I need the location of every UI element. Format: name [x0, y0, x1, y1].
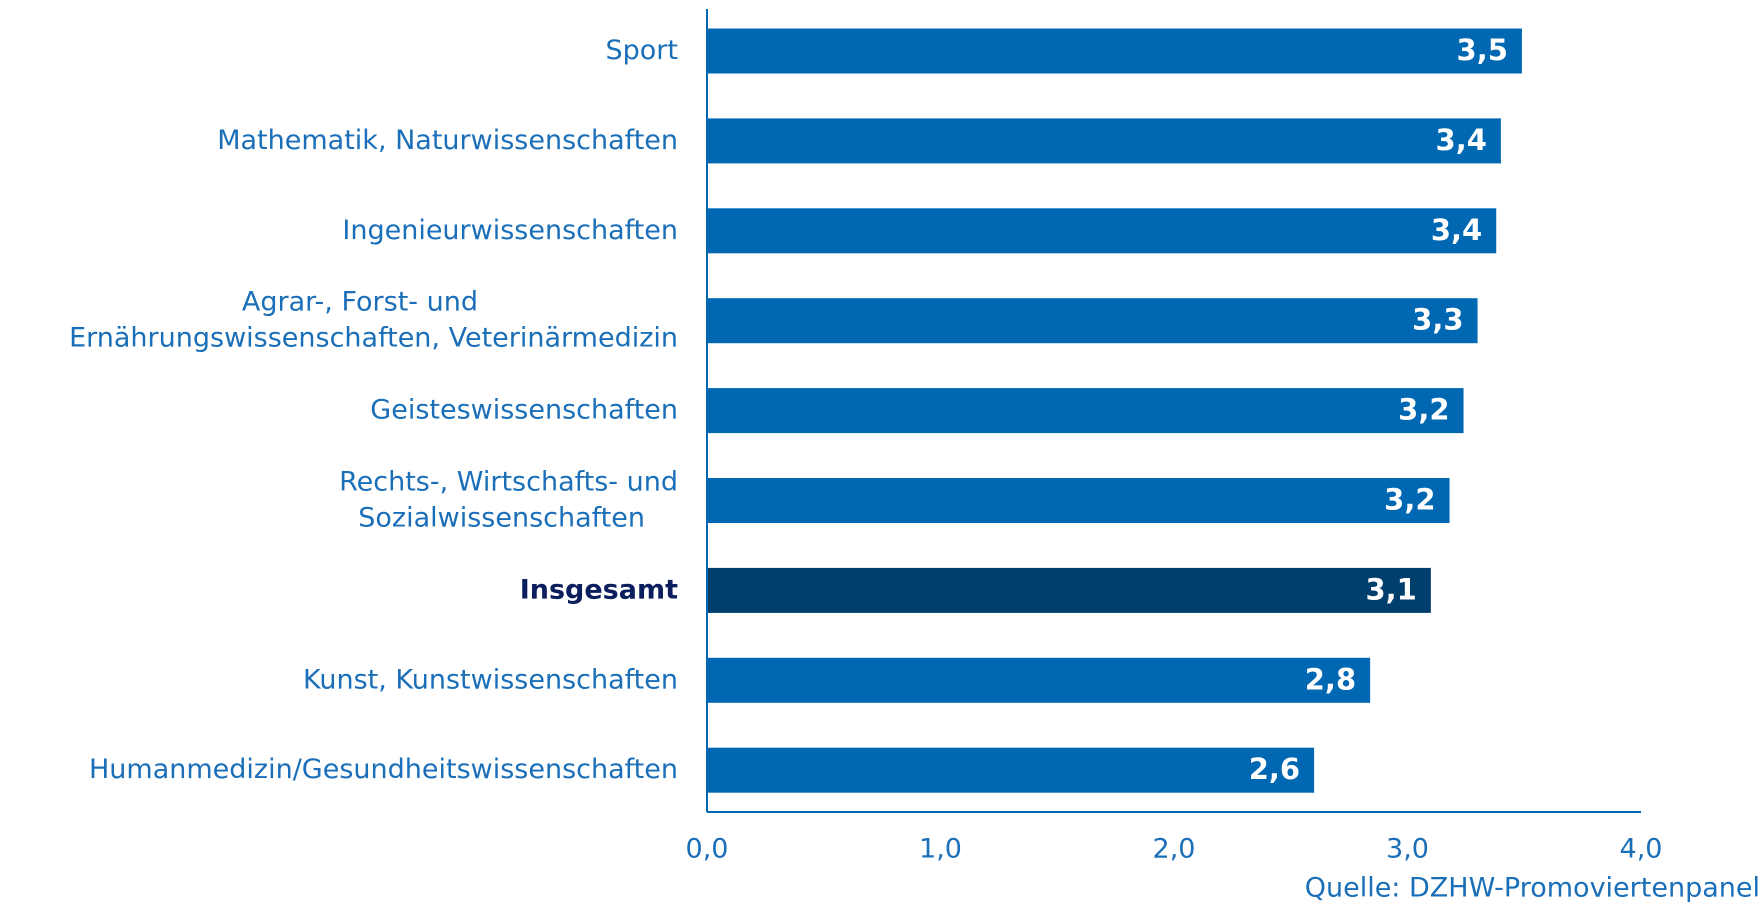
- bar: [707, 657, 1371, 703]
- x-tick-label: 3,0: [1386, 834, 1429, 865]
- value-label: 3,4: [1436, 123, 1487, 157]
- x-tick-label: 4,0: [1620, 834, 1663, 865]
- x-tick-label: 0,0: [686, 834, 729, 865]
- category-label: Mathematik, Naturwissenschaften: [217, 124, 678, 155]
- x-tick-label: 1,0: [919, 834, 962, 865]
- bar: [707, 208, 1497, 254]
- category-label-line: Sozialwissenschaften: [358, 502, 645, 533]
- bar: [707, 567, 1431, 613]
- value-label: 3,3: [1412, 303, 1463, 337]
- category-label: Insgesamt: [520, 574, 678, 605]
- bar: [707, 298, 1478, 344]
- value-label: 3,2: [1398, 393, 1449, 427]
- value-label: 2,8: [1305, 662, 1356, 696]
- source: Quelle: DZHW-Promoviertenpanel: [1305, 873, 1760, 902]
- category-label: Ingenieurwissenschaften: [342, 214, 678, 245]
- category-label: Geisteswissenschaften: [370, 394, 678, 425]
- category-label-line: Mathematik, Naturwissenschaften: [217, 124, 678, 155]
- category-label-line: Insgesamt: [520, 574, 678, 605]
- value-label: 3,2: [1384, 483, 1435, 517]
- category-label-line: Kunst, Kunstwissenschaften: [303, 664, 678, 695]
- value-label: 3,1: [1365, 572, 1416, 606]
- bar: [707, 747, 1315, 793]
- bar: [707, 478, 1450, 523]
- category-label-line: Sport: [606, 35, 678, 66]
- value-label: 2,6: [1249, 752, 1300, 786]
- category-label: Sport: [606, 35, 678, 66]
- category-label-line: Geisteswissenschaften: [370, 394, 678, 425]
- category-label-line: Agrar-, Forst- und: [242, 286, 478, 317]
- value-label: 3,4: [1431, 213, 1482, 247]
- value-label: 3,5: [1457, 33, 1508, 67]
- category-label-line: Rechts-, Wirtschafts- und: [339, 466, 678, 497]
- category-label: Rechts-, Wirtschafts- und Sozialwissensch…: [339, 466, 678, 533]
- category-label-line: Ingenieurwissenschaften: [342, 214, 678, 245]
- bar: [707, 388, 1464, 434]
- category-label: Agrar-, Forst- und Ernährungswissenschaft…: [69, 286, 678, 353]
- x-tick-label: 2,0: [1153, 834, 1196, 865]
- bar: [707, 118, 1501, 164]
- bar: [707, 28, 1522, 74]
- category-label: Kunst, Kunstwissenschaften: [303, 664, 678, 695]
- category-label: Humanmedizin/Gesundheitswissenschaften: [89, 754, 678, 785]
- category-label-line: Ernährungswissenschaften, Veterinärmediz…: [69, 322, 678, 353]
- category-label-line: Humanmedizin/Gesundheitswissenschaften: [89, 754, 678, 785]
